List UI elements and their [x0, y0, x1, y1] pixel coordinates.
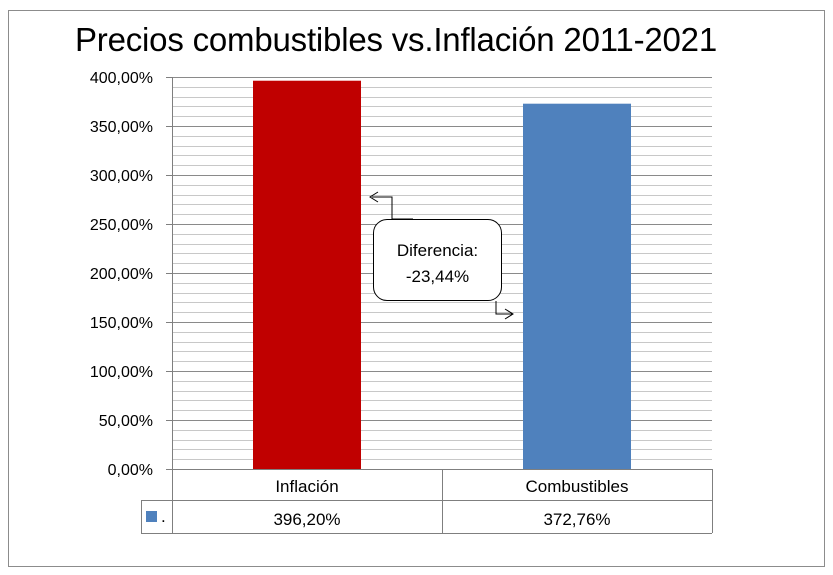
bars — [253, 80, 631, 470]
arrow-to-combustibles — [495, 301, 513, 315]
legend-label: . — [161, 507, 166, 526]
y-tick-label: 250,00% — [90, 217, 153, 234]
bar-inflacion — [253, 80, 361, 469]
callout-line-2: -23,44% — [405, 267, 470, 286]
arrowhead-left — [369, 191, 379, 203]
y-tick-labels: 0,00% 50,00% 100,00% 150,00% 200,00% 250,00% 3… — [90, 70, 153, 479]
y-tick-label: 100,00% — [90, 364, 153, 381]
category-label: Inflación — [275, 477, 338, 496]
y-tick-label: 400,00% — [90, 70, 153, 87]
annotation-arrows — [369, 191, 514, 320]
legend-marker — [146, 511, 157, 522]
y-tick-label: 300,00% — [90, 168, 153, 185]
arrowhead-right — [504, 308, 514, 320]
value-label: 396,20% — [273, 510, 340, 529]
arrow-to-inflacion — [372, 196, 413, 220]
y-tick-label: 150,00% — [90, 315, 153, 332]
y-tick-label: 0,00% — [108, 462, 153, 479]
category-label: Combustibles — [526, 477, 629, 496]
y-tick-label: 200,00% — [90, 266, 153, 283]
y-tick-label: 350,00% — [90, 119, 153, 136]
bar-combustibles — [523, 103, 631, 470]
value-label: 372,76% — [543, 510, 610, 529]
data-table: Inflación 396,20% Combustibles 372,76%. — [141, 469, 713, 534]
axes — [166, 77, 173, 470]
callout-line-1: Diferencia: — [396, 241, 479, 260]
y-tick-label: 50,00% — [99, 413, 153, 430]
difference-callout: Diferencia: -23,44% — [373, 219, 502, 301]
chart-title: Precios combustibles vs.Inflación 2011-2… — [75, 18, 717, 64]
